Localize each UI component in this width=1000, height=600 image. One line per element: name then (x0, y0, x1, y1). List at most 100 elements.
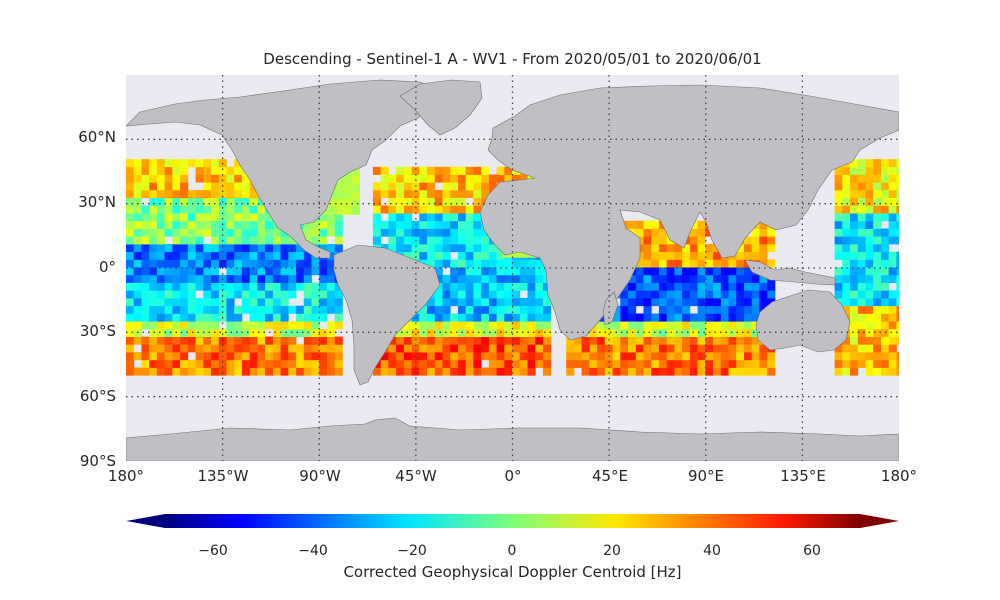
data-cell (857, 220, 866, 229)
data-cell (674, 282, 683, 291)
data-cell (589, 328, 598, 337)
data-cell (296, 359, 305, 368)
data-cell (458, 244, 467, 253)
data-cell (172, 228, 181, 237)
data-cell (249, 213, 258, 222)
data-cell (682, 298, 691, 307)
data-cell (465, 352, 474, 361)
data-cell (288, 321, 297, 330)
data-cell (211, 359, 220, 368)
data-cell (658, 244, 667, 253)
data-cell (180, 251, 189, 260)
data-cell (303, 313, 312, 322)
data-cell (133, 244, 142, 253)
data-cell (881, 182, 890, 191)
colorbar (126, 514, 899, 528)
data-cell (535, 259, 544, 268)
data-cell (465, 228, 474, 237)
data-cell (651, 244, 660, 253)
data-cell (465, 205, 474, 214)
data-cell (873, 166, 882, 175)
data-cell (126, 182, 135, 191)
data-cell (149, 220, 158, 229)
data-cell (280, 290, 289, 299)
data-cell (411, 244, 420, 253)
lon-label-45w: 45°W (395, 467, 437, 485)
data-cell (380, 228, 389, 237)
data-cell (280, 244, 289, 253)
data-cell (257, 259, 266, 268)
data-cell (126, 359, 135, 368)
data-cell (241, 352, 250, 361)
data-cell (149, 290, 158, 299)
data-cell (396, 236, 405, 245)
data-cell (873, 274, 882, 283)
data-cell (759, 228, 768, 237)
data-cell (218, 367, 227, 376)
data-cell (450, 282, 459, 291)
data-cell (705, 305, 714, 314)
data-cell (674, 328, 683, 337)
data-cell (658, 228, 667, 237)
data-cell (265, 282, 274, 291)
data-cell (881, 359, 890, 368)
data-cell (442, 359, 451, 368)
data-cell (535, 267, 544, 276)
data-cell (720, 298, 729, 307)
data-cell (543, 336, 552, 345)
data-cell (180, 228, 189, 237)
data-cell (218, 282, 227, 291)
data-cell (257, 244, 266, 253)
data-cell (288, 336, 297, 345)
data-cell (458, 313, 467, 322)
data-cell (896, 336, 899, 345)
data-cell (873, 336, 882, 345)
data-cell (751, 244, 760, 253)
data-cell (442, 305, 451, 314)
data-cell (303, 352, 312, 361)
data-cell (334, 313, 343, 322)
data-cell (328, 191, 337, 200)
data-cell (180, 236, 189, 245)
data-cell (311, 313, 320, 322)
data-cell (249, 267, 258, 276)
data-cell (180, 274, 189, 283)
data-cell (465, 220, 474, 229)
lon-label-90w: 90°W (299, 467, 341, 485)
data-cell (527, 352, 536, 361)
data-cell (612, 305, 621, 314)
data-cell (834, 182, 843, 191)
data-cell (257, 305, 266, 314)
data-cell (380, 367, 389, 376)
data-cell (280, 336, 289, 345)
data-cell (172, 352, 181, 361)
data-cell (751, 336, 760, 345)
data-cell (141, 228, 150, 237)
data-cell (288, 274, 297, 283)
data-cell (172, 236, 181, 245)
data-cell (172, 290, 181, 299)
data-cell (126, 251, 135, 260)
data-cell (434, 336, 443, 345)
data-cell (465, 321, 474, 330)
data-cell (265, 251, 274, 260)
data-cell (164, 328, 173, 337)
data-cell (842, 344, 851, 353)
data-cell (865, 159, 874, 168)
data-cell (728, 336, 737, 345)
data-cell (234, 244, 243, 253)
data-cell (504, 336, 513, 345)
data-cell (149, 336, 158, 345)
data-cell (172, 174, 181, 183)
colorbar-label: Corrected Geophysical Doppler Centroid [… (343, 563, 682, 581)
data-cell (388, 367, 397, 376)
data-cell (149, 244, 158, 253)
data-cell (519, 267, 528, 276)
data-cell (172, 251, 181, 260)
data-cell (156, 344, 165, 353)
data-cell (234, 352, 243, 361)
data-cell (473, 220, 482, 229)
data-cell (296, 367, 305, 376)
data-cell (682, 251, 691, 260)
data-cell (388, 336, 397, 345)
